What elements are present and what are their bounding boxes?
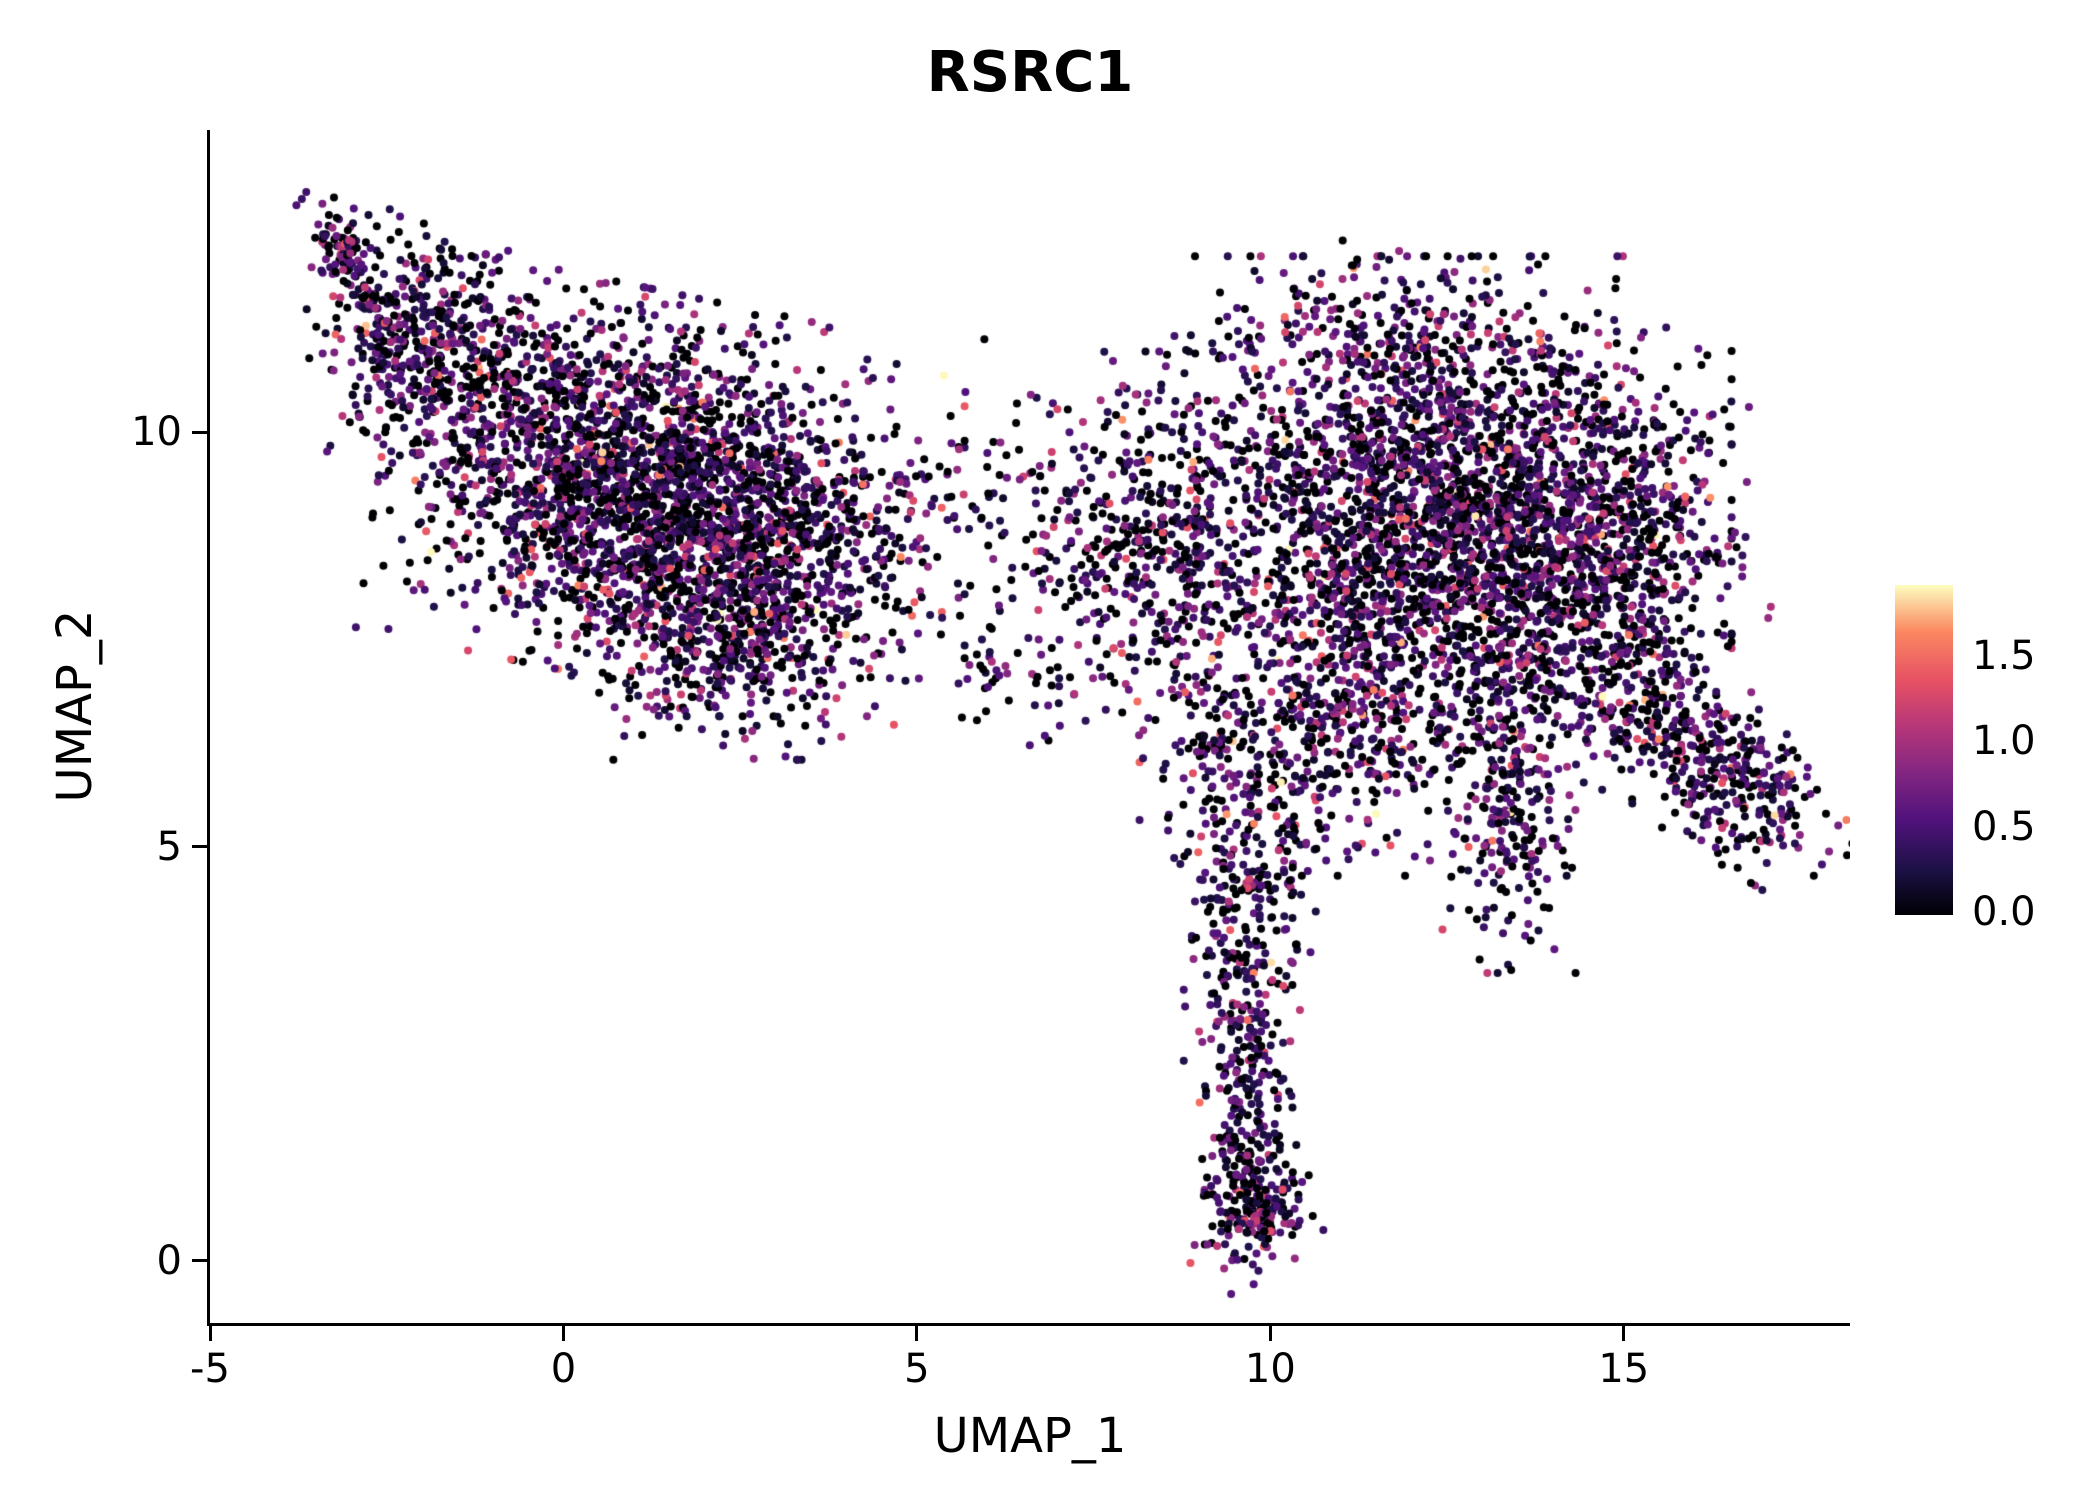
x-axis-tick-label: 5 (904, 1346, 930, 1392)
colorbar-tick-label: 0.5 (1972, 803, 2036, 850)
x-axis-tick-mark (561, 1326, 565, 1341)
x-axis-tick-label: 15 (1598, 1346, 1650, 1392)
chart-title: RSRC1 (926, 40, 1134, 105)
x-axis-tick-mark (1622, 1326, 1626, 1341)
colorbar-tick-label: 1.0 (1972, 718, 2036, 764)
x-axis-tick-mark (208, 1326, 212, 1341)
y-axis-title: UMAP_2 (47, 609, 103, 803)
x-axis-tick-mark (915, 1326, 919, 1341)
x-axis-tick-label: 10 (1244, 1346, 1296, 1392)
colorbar-tick-label: 0.0 (1972, 889, 2036, 935)
umap-scatter-canvas (210, 130, 1850, 1326)
y-axis-tick-mark (192, 845, 207, 849)
y-axis-tick-mark (192, 1259, 207, 1263)
y-axis-tick-label: 0 (156, 1237, 182, 1284)
colorbar-tick-label: 1.5 (1972, 632, 2036, 679)
y-axis-tick-label: 5 (156, 823, 182, 870)
x-axis-tick-mark (1268, 1326, 1272, 1341)
colorbar-gradient (1895, 585, 1953, 915)
x-axis-line (207, 1323, 1850, 1326)
x-axis-tick-label: -5 (190, 1346, 230, 1392)
y-axis-tick-label: 10 (131, 409, 182, 456)
y-axis-line (207, 130, 210, 1326)
y-axis-tick-mark (192, 430, 207, 434)
x-axis-title: UMAP_1 (933, 1408, 1127, 1464)
x-axis-tick-label: 0 (550, 1346, 577, 1392)
